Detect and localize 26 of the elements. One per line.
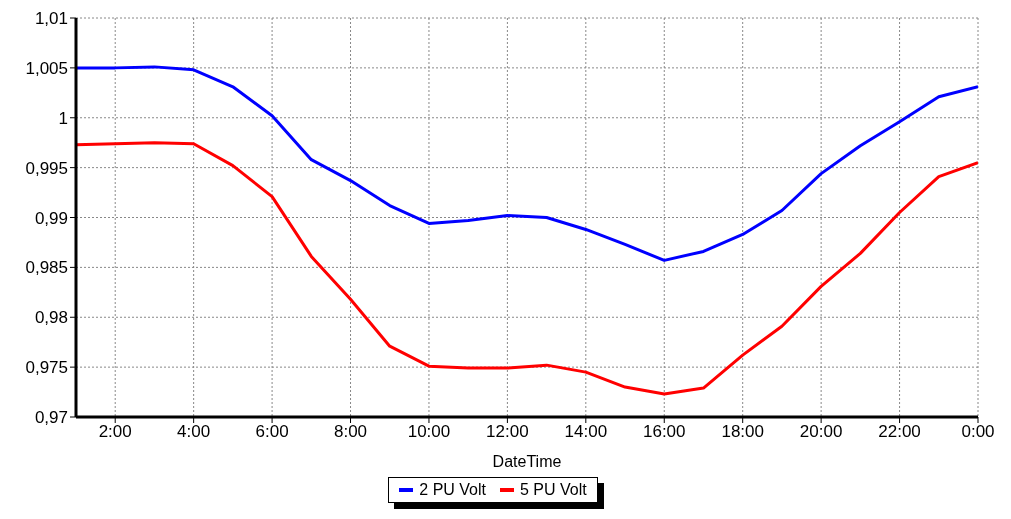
x-tick-label: 14:00 <box>564 422 608 442</box>
x-tick-label: 16:00 <box>642 422 686 442</box>
y-tick-label: 1,005 <box>25 58 68 78</box>
y-tick-label: 0,97 <box>34 408 68 428</box>
x-tick-label: 8:00 <box>333 422 368 442</box>
y-tick-label: 1,01 <box>34 9 68 29</box>
y-tick-label: 0,995 <box>25 158 68 178</box>
y-tick-label: 0,975 <box>25 358 68 378</box>
x-axis-title: DateTime <box>492 453 562 470</box>
y-tick-label: 1 <box>58 108 68 128</box>
y-tick-label: 0,98 <box>34 308 68 328</box>
x-tick-label: 0:00 <box>961 422 995 442</box>
x-tick-label: 2:00 <box>98 422 132 442</box>
x-tick-label: 10:00 <box>407 422 451 442</box>
x-tick-label: 4:00 <box>177 422 211 442</box>
legend-label: 5 PU Volt <box>520 481 587 499</box>
line-series <box>76 141 978 396</box>
x-tick-label: 20:00 <box>799 422 843 442</box>
x-tick-label: 12:00 <box>486 422 529 442</box>
y-tick-label: 0,985 <box>25 258 68 278</box>
x-tick-label: 18:00 <box>721 422 764 442</box>
x-tick-label: 22:00 <box>878 422 921 442</box>
line-series <box>76 65 978 262</box>
y-tick-label: 0,99 <box>34 208 68 228</box>
legend-label: 2 PU Volt <box>419 481 486 499</box>
x-tick-label: 6:00 <box>255 422 289 442</box>
